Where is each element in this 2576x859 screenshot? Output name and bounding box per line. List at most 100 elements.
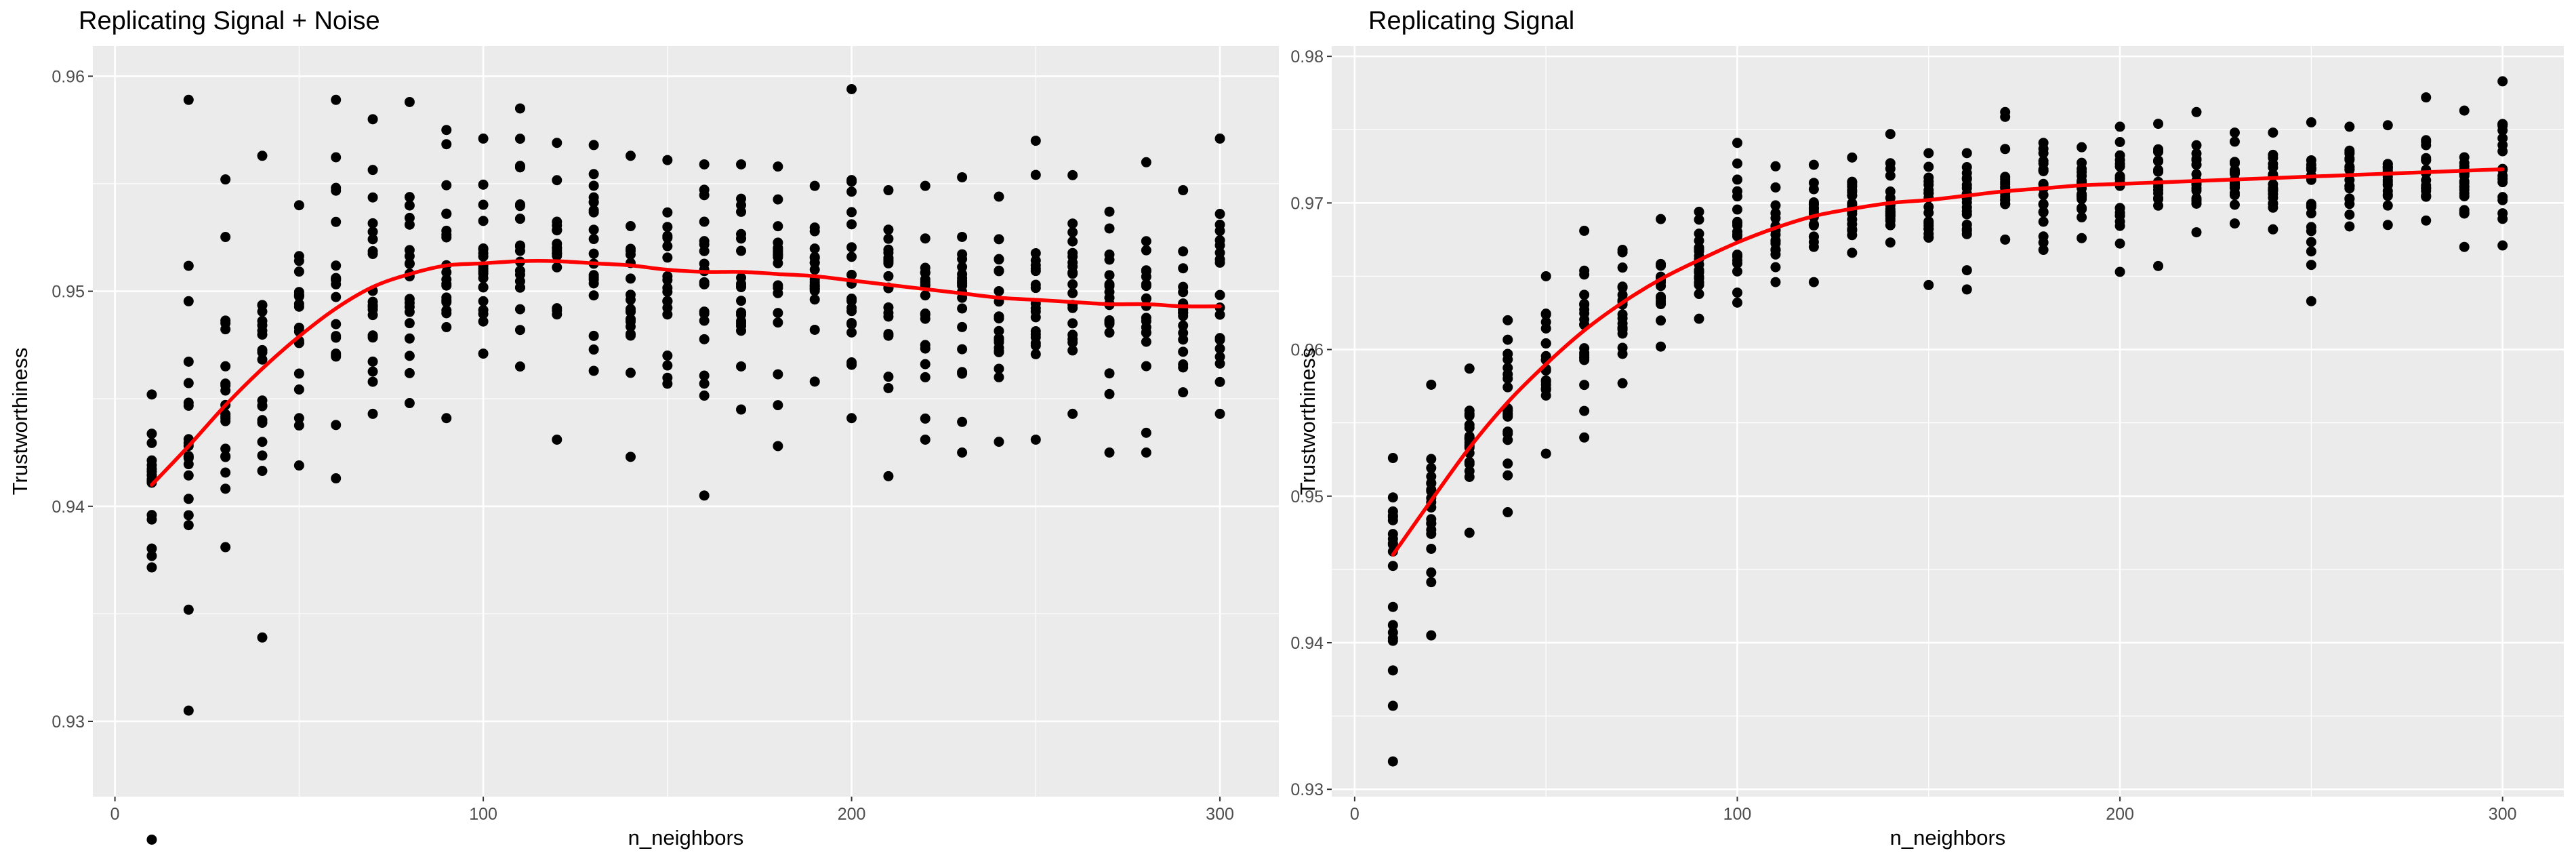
scatter-point: [1178, 263, 1189, 274]
scatter-point: [367, 356, 378, 367]
scatter-point: [957, 273, 968, 283]
scatter-point: [183, 453, 194, 464]
scatter-point: [994, 337, 1004, 348]
scatter-point: [957, 344, 968, 355]
scatter-point: [404, 258, 415, 268]
scatter-point: [1579, 289, 1590, 300]
scatter-point: [1464, 409, 1475, 420]
scatter-point: [220, 467, 231, 478]
scatter-point: [625, 316, 636, 327]
scatter-point: [994, 191, 1004, 202]
scatter-point: [404, 192, 415, 203]
scatter-point: [367, 192, 378, 203]
scatter-point: [2497, 192, 2508, 203]
scatter-point: [2306, 201, 2316, 212]
scatter-point: [2114, 238, 2125, 249]
scatter-point: [514, 214, 525, 224]
scatter-point: [1923, 224, 1934, 235]
scatter-point: [183, 397, 194, 408]
scatter-point: [699, 279, 710, 289]
scatter-point: [773, 441, 783, 452]
scatter-point: [588, 365, 599, 376]
scatter-point: [293, 413, 304, 424]
scatter-point: [662, 252, 673, 263]
scatter-point: [1732, 218, 1742, 228]
scatter-point: [1067, 279, 1078, 289]
scatter-point: [2191, 159, 2202, 170]
scatter-point: [404, 212, 415, 223]
scatter-point: [773, 221, 783, 232]
scatter-point: [883, 271, 894, 281]
scatter-point: [257, 632, 268, 643]
scatter-point: [773, 243, 783, 254]
scatter-point: [2459, 188, 2470, 199]
scatter-point: [2000, 234, 2011, 245]
scatter-point: [1104, 254, 1115, 265]
scatter-point: [1961, 206, 1972, 217]
scatter-point: [1387, 627, 1398, 638]
scatter-point: [1923, 233, 1934, 243]
scatter-point: [478, 316, 489, 327]
scatter-point: [1885, 129, 1896, 140]
scatter-point: [2000, 176, 2011, 187]
scatter-point: [1694, 206, 1704, 217]
scatter-point: [367, 226, 378, 237]
scatter-point: [1104, 368, 1115, 379]
scatter-point: [2038, 143, 2049, 154]
scatter-point: [514, 103, 525, 114]
scatter-point: [2077, 157, 2087, 168]
scatter-point: [2038, 207, 2049, 218]
scatter-point: [441, 295, 452, 306]
scatter-point: [552, 303, 563, 314]
scatter-point: [2497, 170, 2508, 181]
scatter-point: [293, 301, 304, 312]
scatter-point: [2421, 215, 2432, 226]
scatter-point: [1885, 186, 1896, 197]
scatter-point: [625, 452, 636, 462]
scatter-point: [2382, 120, 2393, 131]
scatter-point: [1732, 138, 1742, 148]
scatter-point: [920, 262, 931, 273]
scatter-point: [2153, 146, 2164, 157]
scatter-point: [1030, 312, 1041, 323]
scatter-point: [809, 294, 820, 305]
scatter-point: [183, 470, 194, 481]
scatter-point: [1464, 422, 1475, 433]
scatter-point: [1885, 170, 1896, 181]
scatter-point: [957, 249, 968, 260]
scatter-point: [146, 437, 157, 448]
scatter-point: [1579, 225, 1590, 236]
scatter-point: [2497, 121, 2508, 132]
scatter-point: [625, 289, 636, 300]
scatter-point: [183, 705, 194, 716]
scatter-point: [1579, 300, 1590, 311]
scatter-point: [183, 604, 194, 615]
scatter-point: [625, 151, 636, 161]
scatter-point: [883, 256, 894, 267]
scatter-point: [441, 139, 452, 150]
scatter-point: [1387, 756, 1398, 767]
scatter-point: [2344, 147, 2355, 158]
scatter-point: [2077, 190, 2087, 201]
scatter-point: [920, 309, 931, 320]
scatter-point: [1617, 378, 1628, 388]
chart-panel-1: 0 100 200 300 0.93 0.94 0.95 0.96 Replicating Si…: [8, 7, 1279, 850]
scatter-point: [331, 473, 342, 484]
scatter-point: [1178, 320, 1189, 331]
scatter-point: [183, 94, 194, 105]
scatter-point: [441, 180, 452, 191]
scatter-point: [2038, 231, 2049, 242]
scatter-point: [1030, 247, 1041, 258]
scatter-point: [1178, 346, 1189, 357]
scatter-point: [1502, 458, 1513, 469]
scatter-point: [2191, 169, 2202, 180]
x-tick-label: 300: [2489, 805, 2517, 824]
scatter-point: [257, 151, 268, 161]
scatter-point: [1770, 245, 1781, 256]
x-tick-label: 0: [110, 805, 120, 824]
scatter-point: [146, 834, 157, 845]
scatter-point: [2268, 127, 2278, 138]
scatter-point: [1067, 236, 1078, 247]
scatter-point: [2459, 241, 2470, 252]
scatter-point: [846, 327, 857, 338]
